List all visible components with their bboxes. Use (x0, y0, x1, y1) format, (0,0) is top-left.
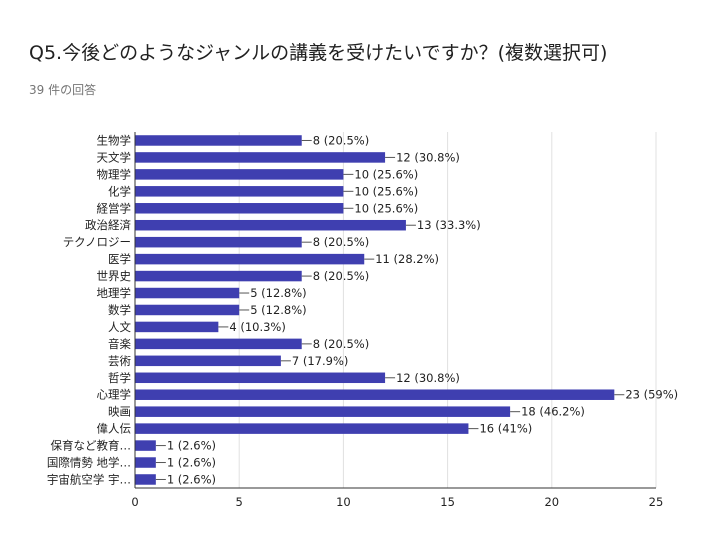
category-label: 映画 (108, 405, 131, 419)
data-label: 4 (10.3%) (229, 320, 285, 334)
bar (135, 219, 406, 231)
bar (135, 321, 219, 333)
bar (135, 389, 615, 400)
category-label: 宇宙航空学 宇… (47, 472, 131, 486)
data-label: 12 (30.8%) (396, 371, 460, 385)
bar (135, 440, 156, 451)
category-label: 心理学 (97, 388, 132, 402)
axes (134, 132, 656, 489)
data-label: 1 (2.6%) (167, 456, 216, 470)
bars (135, 135, 615, 485)
x-tick-label: 25 (649, 495, 664, 509)
category-label: 音楽 (108, 337, 131, 351)
category-label: 保育など教育… (51, 439, 132, 453)
data-label: 11 (28.2%) (375, 252, 439, 266)
data-label: 23 (59%) (625, 388, 678, 402)
category-label: 経営学 (97, 201, 132, 215)
category-label: 哲学 (108, 371, 131, 385)
data-label: 5 (12.8%) (250, 303, 306, 317)
category-label: 医学 (108, 252, 131, 266)
data-label: 5 (12.8%) (250, 286, 306, 300)
x-tick-label: 15 (440, 495, 455, 509)
bar (135, 236, 302, 248)
bar (135, 169, 344, 180)
category-label: 数学 (108, 303, 131, 317)
bar (135, 338, 302, 350)
data-label: 1 (2.6%) (167, 472, 216, 486)
category-label: 政治経済 (85, 218, 131, 232)
data-label: 18 (46.2%) (521, 405, 585, 419)
bar (135, 253, 365, 265)
category-label: 世界史 (97, 269, 132, 283)
labels: 0 5 10 15 20 25 生物学 8 (20.5%) 天文学 12 (30.8%) 物理学 10… (47, 133, 678, 508)
category-label: 化学 (108, 184, 131, 198)
bar (135, 355, 281, 367)
bar (135, 304, 240, 316)
bar (135, 135, 302, 146)
bar (135, 270, 302, 282)
bar (135, 152, 386, 163)
data-label: 8 (20.5%) (313, 235, 369, 249)
bar (135, 372, 386, 384)
x-tick-label: 0 (131, 495, 138, 509)
data-label: 8 (20.5%) (313, 133, 369, 147)
data-label: 10 (25.6%) (354, 167, 418, 181)
category-label: 地理学 (97, 286, 132, 300)
data-label: 13 (33.3%) (417, 218, 481, 232)
category-label: テクノロジー (63, 235, 131, 249)
category-label: 人文 (108, 320, 131, 334)
response-count: 39 件の回答 (29, 83, 97, 97)
bar (135, 474, 156, 485)
bar (135, 423, 469, 434)
data-label: 1 (2.6%) (167, 439, 216, 453)
x-tick-label: 5 (236, 495, 243, 509)
data-label: 8 (20.5%) (313, 337, 369, 351)
bar (135, 406, 511, 417)
data-label: 10 (25.6%) (354, 184, 418, 198)
category-label: 国際情勢 地学… (47, 456, 131, 470)
bar (135, 186, 344, 197)
bar (135, 457, 156, 468)
data-label: 16 (41%) (479, 422, 532, 436)
category-label: 偉人伝 (97, 422, 132, 436)
category-label: 物理学 (97, 167, 132, 181)
bar (135, 203, 344, 214)
category-label: 天文学 (97, 150, 132, 164)
bar (135, 287, 240, 299)
category-label: 芸術 (108, 354, 131, 368)
data-label: 10 (25.6%) (354, 201, 418, 215)
x-tick-label: 10 (336, 495, 351, 509)
chart-title: Q5.今後どのようなジャンルの講義を受けたいですか？(複数選択可) (29, 42, 608, 64)
data-label: 7 (17.9%) (292, 354, 348, 368)
x-tick-label: 20 (544, 495, 559, 509)
data-label: 12 (30.8%) (396, 150, 460, 164)
data-label: 8 (20.5%) (313, 269, 369, 283)
category-label: 生物学 (97, 133, 132, 147)
